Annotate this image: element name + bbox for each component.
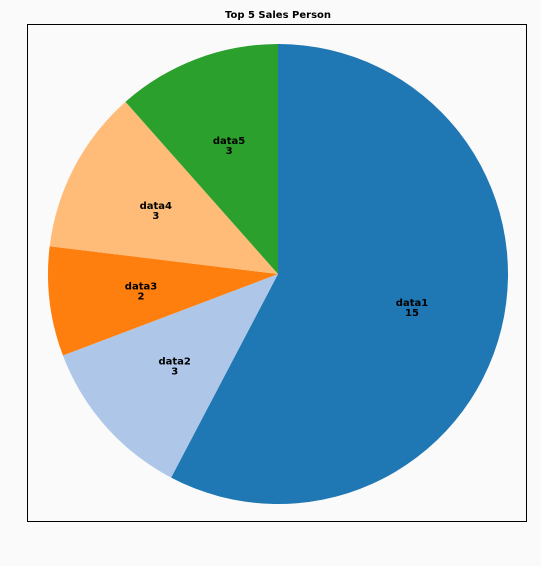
pie-slice-data3 [48,246,279,356]
pie-slice-data2 [62,274,279,478]
slice-label-data2: data2 [159,357,191,368]
slice-value-data2: 3 [171,367,178,378]
slice-value-data5: 3 [226,146,233,157]
slice-value-data1: 15 [405,308,419,319]
slice-label-data3: data3 [125,282,157,293]
slice-label-data4: data4 [140,201,172,212]
pie-slice-data1 [171,44,508,504]
slice-label-data1: data1 [396,298,428,309]
slice-label-data5: data5 [213,136,245,147]
pie-slice-data5 [125,44,279,274]
chart-frame [27,24,527,522]
slice-value-data3: 2 [138,292,145,303]
pie-slice-data4 [49,101,279,274]
slice-value-data4: 3 [152,211,159,222]
chart-title: Top 5 Sales Person [224,10,332,21]
